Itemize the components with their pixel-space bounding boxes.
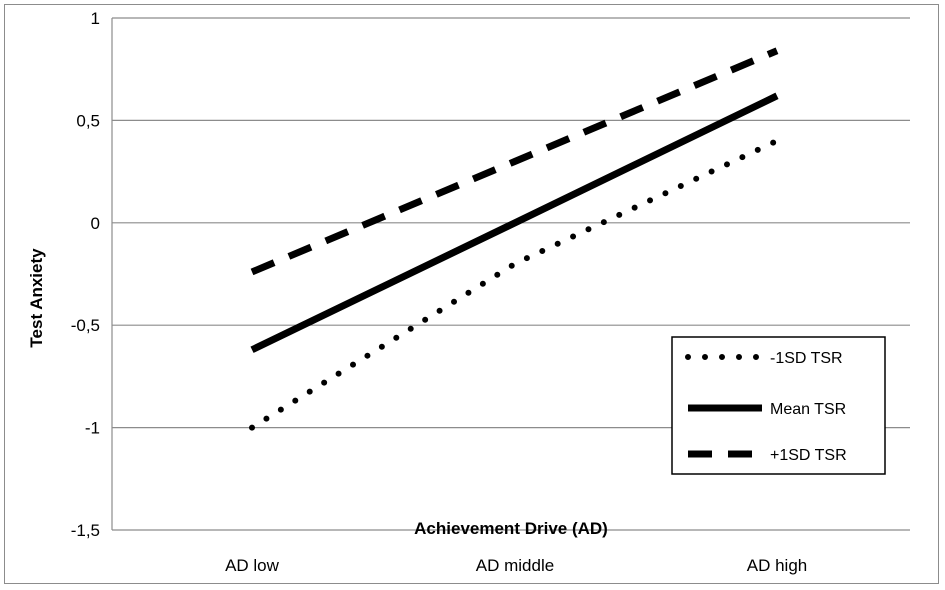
series-line-dashed xyxy=(250,47,779,276)
x-tick-label: AD low xyxy=(225,556,280,575)
legend-label: Mean TSR xyxy=(770,401,846,418)
y-tick-label: -1,5 xyxy=(71,521,100,540)
series-line-solid xyxy=(250,92,779,353)
grid-lines xyxy=(112,17,910,531)
y-tick-labels: 1 0,5 0 -0,5 -1 -1,5 xyxy=(71,9,100,540)
y-tick-label: -1 xyxy=(85,419,100,438)
y-tick-label: 0 xyxy=(91,214,100,233)
x-axis-title: Achievement Drive (AD) xyxy=(414,519,608,538)
y-tick-label: 0,5 xyxy=(76,111,100,130)
legend: -1SD TSR Mean TSR +1SD TSR xyxy=(671,336,886,475)
x-tick-label: AD middle xyxy=(476,556,554,575)
y-tick-label: -0,5 xyxy=(71,316,100,335)
x-tick-label: AD high xyxy=(747,556,807,575)
series-line-dotted xyxy=(249,137,780,431)
legend-label: -1SD TSR xyxy=(770,350,843,367)
chart-frame xyxy=(4,4,939,584)
legend-label: +1SD TSR xyxy=(770,447,847,464)
y-tick-label: 1 xyxy=(91,9,100,28)
x-tick-labels: AD low AD middle AD high xyxy=(225,556,807,575)
y-axis-title: Test Anxiety xyxy=(27,248,46,348)
series-lines xyxy=(249,47,780,431)
